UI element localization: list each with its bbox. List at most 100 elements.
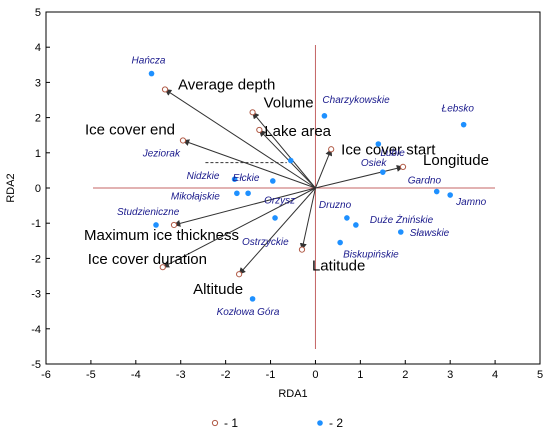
y-tick-label: -3 — [31, 289, 41, 301]
variable-point-maximum-ice-thickness — [170, 221, 178, 229]
vector-average-depth — [164, 89, 316, 189]
site-point-gardno — [433, 188, 440, 195]
vector-ice-cover-duration — [162, 187, 316, 268]
site-point-studzieniczne — [153, 222, 159, 228]
legend-marker-filled — [317, 420, 323, 426]
variable-point-ice-cover-duration — [159, 264, 166, 271]
variable-label-latitude: Latitude — [312, 258, 365, 275]
y-tick-label: 5 — [35, 7, 41, 19]
site-label-studzieniczne: Studzieniczne — [117, 207, 180, 218]
variable-label-altitude: Altitude — [193, 281, 243, 298]
x-tick-label: -6 — [41, 369, 51, 381]
vector-lake-area — [258, 129, 316, 189]
y-tick-label: -2 — [31, 253, 41, 265]
site-label-duże-żnińskie: Duże Żnińskie — [370, 214, 434, 226]
site-label-biskupińskie: Biskupińskie — [343, 250, 399, 261]
site-label-łebsko: Łebsko — [442, 104, 475, 115]
variable-label-maximum-ice-thickness: Maximum ice thickness — [84, 227, 239, 244]
site-label-gardno: Gardno — [408, 176, 442, 187]
site-point-hańcza — [148, 70, 155, 77]
site-point-jamno — [447, 192, 453, 198]
variable-label-ice-cover-duration: Ice cover duration — [88, 251, 207, 268]
site-label-sławskie: Sławskie — [410, 228, 450, 239]
site-label-ełckie: Ełckie — [233, 173, 260, 184]
variable-label-ice-cover-start: Ice cover start — [341, 141, 436, 158]
site-label-kozłowa-góra: Kozłowa Góra — [217, 307, 280, 318]
site-point-jeziorak — [287, 157, 294, 164]
variable-point-lake-area — [256, 126, 263, 134]
site-point-mikołajskie — [234, 190, 240, 197]
site-label-druzno: Druzno — [319, 200, 352, 211]
y-axis-title: RDA2 — [5, 173, 17, 202]
site-point-łebsko — [460, 121, 467, 128]
legend-marker-open — [211, 419, 219, 427]
y-tick-label: 0 — [35, 183, 41, 195]
site-point-kozłowa-góra — [249, 296, 256, 302]
variable-point-altitude — [236, 271, 243, 278]
x-tick-label: 4 — [492, 369, 498, 381]
variable-label-ice-cover-end: Ice cover end — [85, 121, 175, 138]
site-points: Hańcza Charzykowskie Łebsko Lubie Jeziorak Os… — [117, 56, 487, 318]
vector-ice-cover-end — [182, 139, 316, 189]
vector-ice-cover-start — [314, 148, 333, 189]
y-tick-label: 3 — [35, 77, 41, 89]
variable-label-lake-area: Lake area — [264, 123, 331, 140]
site-label-ostrzyckie: Ostrzyckie — [242, 237, 289, 248]
x-tick-label: 5 — [537, 369, 543, 381]
legend-label-1: - 1 — [224, 416, 238, 430]
site-label-orzysz: Orzysz — [264, 195, 295, 206]
legend: - 1 - 2 — [211, 416, 343, 430]
x-tick-label: -2 — [221, 369, 231, 381]
x-tick-label: -3 — [176, 369, 186, 381]
site-label-mikołajskie: Mikołajskie — [171, 191, 220, 202]
site-label-charzykowskie: Charzykowskie — [322, 95, 390, 106]
x-axis-ticks: -6 -5 -4 -3 -2 -1 0 1 2 3 4 5 — [41, 360, 543, 381]
x-axis-title: RDA1 — [278, 388, 307, 400]
site-point-osiek — [380, 169, 386, 175]
site-point-sławskie — [397, 229, 404, 235]
site-point-duże-żnińskie — [353, 222, 359, 228]
x-tick-label: 1 — [357, 369, 363, 381]
site-point-nidzkie — [231, 176, 238, 182]
variable-point-longitude — [399, 163, 407, 170]
vector-longitude — [315, 164, 404, 189]
y-axis-ticks: 5 4 3 2 1 0 -1 -2 -3 -4 -5 — [31, 7, 50, 371]
site-label-nidzkie: Nidzkie — [187, 171, 220, 182]
x-tick-label: -5 — [86, 369, 96, 381]
vector-volume — [252, 111, 316, 189]
variable-point-volume — [249, 109, 256, 116]
x-tick-label: 0 — [312, 369, 318, 381]
site-label-lubie: Lubie — [380, 148, 405, 159]
site-label-hańcza: Hańcza — [132, 56, 166, 67]
site-point-biskupińskie — [337, 239, 343, 246]
x-tick-label: -4 — [131, 369, 141, 381]
vector-latitude — [299, 187, 316, 251]
variable-label-volume: Volume — [264, 94, 314, 111]
x-tick-label: -1 — [266, 369, 276, 381]
site-point-lubie — [375, 141, 382, 147]
vector-altitude — [238, 187, 316, 275]
site-point-orzysz — [245, 190, 251, 197]
y-tick-label: 2 — [35, 113, 41, 125]
site-point-charzykowskie — [321, 113, 328, 119]
x-tick-label: 3 — [447, 369, 453, 381]
y-tick-label: -4 — [31, 324, 41, 336]
site-point-druzno — [344, 215, 350, 221]
variable-point-ice-cover-start — [328, 146, 335, 153]
zero-lines — [93, 45, 495, 349]
site-label-jeziorak: Jeziorak — [142, 149, 181, 160]
y-tick-label: -1 — [31, 218, 41, 230]
variable-point-ice-cover-end — [179, 137, 187, 144]
variable-label-longitude: Longitude — [423, 152, 489, 169]
vector-maximum-ice-thickness — [173, 187, 316, 227]
y-tick-label: 1 — [35, 148, 41, 160]
y-tick-label: 4 — [35, 42, 41, 54]
site-label-jamno: Jamno — [455, 197, 486, 208]
x-tick-label: 2 — [402, 369, 408, 381]
site-label-osiek: Osiek — [361, 158, 388, 169]
legend-label-2: - 2 — [329, 416, 343, 430]
site-point-ostrzyckie — [272, 215, 278, 221]
variable-point-average-depth — [161, 86, 169, 93]
y-tick-label: -5 — [31, 359, 41, 371]
